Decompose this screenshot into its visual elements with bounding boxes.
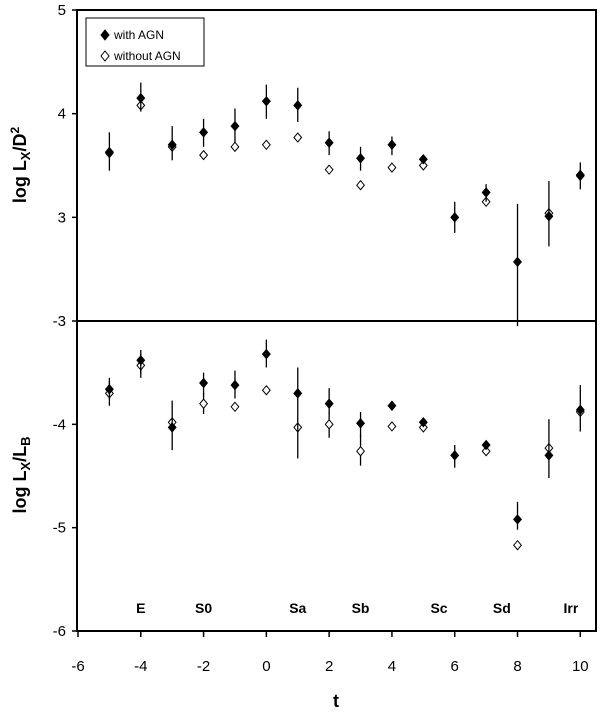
legend-filled-diamond-icon (100, 29, 110, 41)
bottom-y-axis-label: log LX/LB (10, 436, 33, 513)
top-point-with-agn (575, 170, 585, 182)
top-point-without-agn (230, 141, 240, 153)
x-tick-label: -2 (197, 658, 210, 675)
bottom-point-without-agn (513, 539, 522, 551)
morph-label: Sd (493, 600, 511, 616)
bottom-point-with-agn (261, 348, 271, 360)
x-tick-label: 4 (388, 658, 396, 675)
morphology-labels: E S0 Sa Sb Sc Sd Irr (136, 600, 579, 616)
bottom-marks (104, 339, 585, 551)
x-tick-label: 2 (325, 658, 333, 675)
bottom-point-with-agn (230, 379, 240, 391)
top-panel: 5 4 3 log LX/D2 with AGN without AGN (8, 2, 597, 327)
x-axis-label: t (333, 691, 339, 711)
top-point-with-agn (418, 154, 428, 165)
top-y-axis-label: log LX/D2 (8, 127, 33, 204)
bottom-y-tick-label: -5 (53, 520, 66, 537)
top-point-with-agn (230, 120, 240, 132)
bottom-point-with-agn (575, 404, 585, 416)
bottom-point-with-agn (387, 400, 397, 412)
top-point-with-agn (481, 187, 491, 198)
top-point-with-agn (513, 256, 522, 268)
bottom-y-tick-label: -3 (53, 313, 66, 330)
top-y-ticks: 5 4 3 (58, 2, 77, 226)
top-y-tick-label: 3 (58, 209, 66, 226)
top-y-tick-label: 5 (58, 2, 66, 19)
top-point-with-agn (387, 139, 397, 151)
top-point-without-agn (387, 162, 397, 173)
top-point-without-agn (356, 179, 366, 191)
morph-label: E (136, 600, 145, 616)
morph-label: Sb (352, 600, 370, 616)
x-tick-label: 0 (262, 658, 270, 675)
x-tick-label: -4 (134, 658, 147, 675)
bottom-y-tick-label: -6 (53, 623, 66, 640)
top-point-without-agn (418, 160, 428, 171)
top-point-with-agn (450, 212, 460, 223)
bottom-point-without-agn (261, 384, 271, 396)
top-point-without-agn (199, 149, 209, 161)
bottom-point-with-agn (450, 450, 460, 461)
morph-label: S0 (195, 600, 212, 616)
x-tick-label: 8 (513, 658, 521, 675)
bottom-point-without-agn (387, 421, 397, 432)
top-point-without-agn (293, 132, 303, 143)
morph-label: Sc (430, 600, 447, 616)
top-point-with-agn (356, 152, 366, 164)
x-tick-label: 6 (451, 658, 459, 675)
bottom-ylabel-slash: /L (10, 446, 30, 462)
top-ylabel-sub-x: X (18, 151, 33, 160)
bottom-point-with-agn (293, 388, 303, 399)
top-ylabel-slash: /D (10, 134, 30, 152)
bottom-point-without-agn (356, 445, 366, 457)
x-ticks: -6 -4 -2 0 2 4 6 8 10 (71, 631, 589, 675)
bottom-panel: -3 -4 -5 -6 -6 -4 -2 0 2 4 6 8 10 E S0 Sa Sb Sc Sd Irr lo… (10, 313, 597, 711)
bottom-point-without-agn (230, 401, 240, 413)
bottom-point-with-agn (544, 450, 554, 461)
bottom-point-without-agn (324, 419, 334, 430)
bottom-y-tick-label: -4 (53, 416, 66, 433)
top-point-with-agn (293, 100, 303, 111)
legend-label-with-agn: with AGN (113, 28, 164, 42)
bottom-point-without-agn (199, 398, 209, 409)
top-point-without-agn (261, 139, 271, 151)
top-y-tick-label: 4 (58, 106, 66, 123)
top-point-with-agn (261, 95, 271, 107)
morph-label: Sa (289, 600, 306, 616)
legend-label-without-agn: without AGN (113, 49, 181, 63)
bottom-point-with-agn (167, 422, 177, 433)
morph-label: Irr (563, 600, 578, 616)
legend-open-diamond-icon (100, 50, 110, 62)
top-point-with-agn (544, 211, 554, 222)
bottom-point-with-agn (104, 383, 114, 395)
top-point-with-agn (199, 127, 209, 138)
bottom-y-ticks: -3 -4 -5 -6 (53, 313, 77, 640)
top-point-with-agn (324, 137, 334, 148)
x-tick-label: -6 (71, 658, 84, 675)
bottom-plot-frame (76, 320, 597, 632)
bottom-ylabel-sub-x: X (18, 462, 33, 471)
top-point-with-agn (136, 92, 146, 104)
bottom-point-with-agn (356, 418, 366, 429)
bottom-point-with-agn (418, 416, 428, 428)
bottom-ylabel-sub-b: B (18, 436, 33, 445)
top-marks (104, 82, 585, 327)
top-point-with-agn (167, 139, 177, 151)
legend: with AGN without AGN (85, 17, 205, 67)
bottom-point-with-agn (324, 398, 334, 409)
top-point-without-agn (324, 164, 334, 175)
x-tick-label: 10 (572, 658, 589, 675)
bottom-point-with-agn (513, 514, 522, 525)
bottom-point-with-agn (481, 439, 491, 451)
bottom-point-without-agn (481, 445, 491, 457)
bottom-point-with-agn (199, 377, 209, 389)
bottom-point-with-agn (136, 354, 146, 366)
top-point-with-agn (104, 146, 114, 158)
top-ylabel-sup-2: 2 (8, 127, 22, 134)
